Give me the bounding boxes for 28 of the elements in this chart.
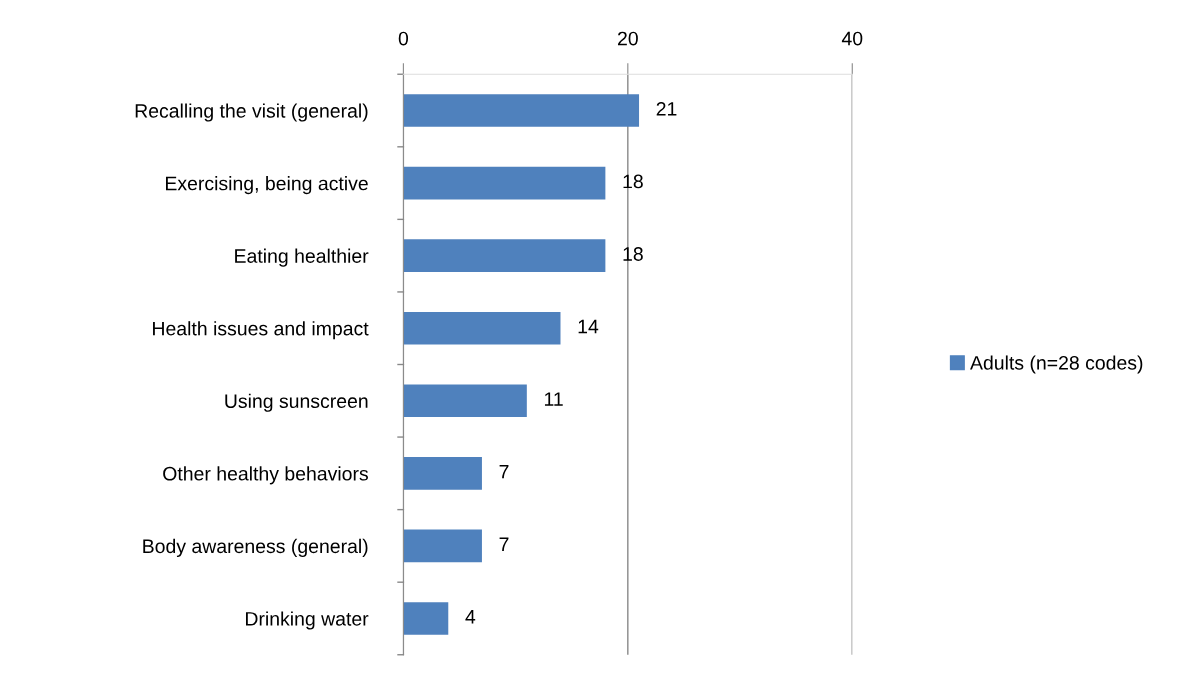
bar <box>403 457 482 490</box>
bar <box>403 239 606 272</box>
bar <box>403 602 449 635</box>
data-label: 21 <box>656 101 677 116</box>
y-tick-label: Eating healthier <box>235 248 369 267</box>
y-tick-label: Body awareness (general) <box>143 538 368 557</box>
data-label: 4 <box>465 610 476 624</box>
data-label: 7 <box>499 464 509 479</box>
x-tick-label: 20 <box>617 31 638 46</box>
data-label: 18 <box>623 247 643 261</box>
bar <box>403 166 606 200</box>
bar <box>403 311 561 345</box>
data-label: 7 <box>499 537 509 551</box>
data-label: 11 <box>544 392 563 406</box>
x-tick-label: 0 <box>398 31 409 46</box>
y-tick-label: Drinking water <box>246 611 369 630</box>
y-tick-label: Health issues and impact <box>153 321 369 340</box>
bar <box>403 529 482 563</box>
bar <box>403 94 640 127</box>
legend-label: Adults (n=28 codes) <box>970 355 1143 374</box>
data-label: 18 <box>623 174 643 189</box>
y-tick-label: Other healthy behaviors <box>163 466 368 485</box>
data-label: 14 <box>578 319 599 334</box>
x-tick-label: 40 <box>841 31 863 46</box>
y-tick-label: Recalling the visit (general) <box>135 103 368 122</box>
bar <box>403 384 527 418</box>
y-tick-label: Using sunscreen <box>225 393 368 412</box>
y-tick-label: Exercising, being active <box>166 176 368 195</box>
